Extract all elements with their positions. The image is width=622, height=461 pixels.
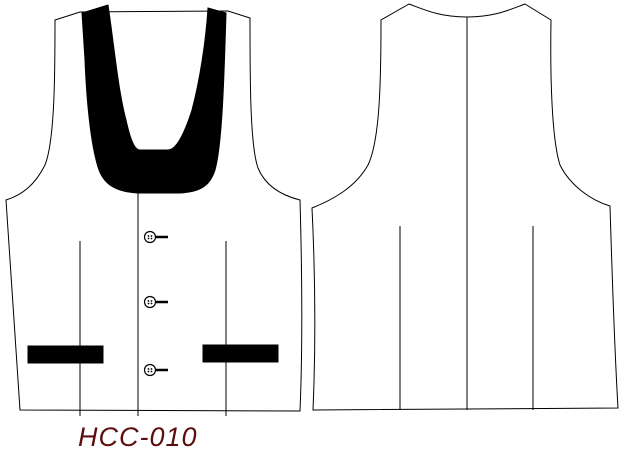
left-welt-pocket (27, 345, 104, 364)
front-button (143, 363, 168, 377)
vest-front-view (5, 4, 303, 416)
vest-back-view (311, 3, 619, 411)
front-button (143, 295, 168, 309)
shawl-collar (81, 4, 227, 194)
right-welt-pocket (202, 344, 279, 363)
back-body-outline (311, 3, 619, 411)
style-code-label: HCC-010 (78, 422, 198, 452)
front-button (143, 230, 168, 244)
